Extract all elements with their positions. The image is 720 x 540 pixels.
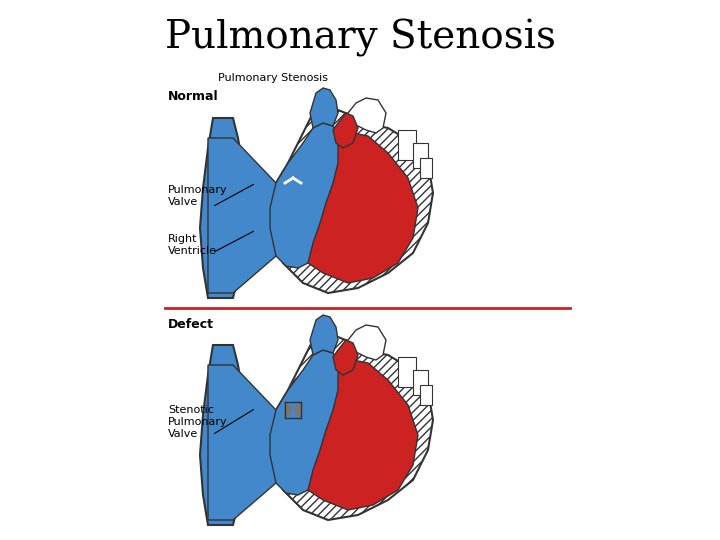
Polygon shape (398, 357, 416, 387)
Polygon shape (308, 133, 418, 283)
Polygon shape (420, 158, 432, 178)
Polygon shape (270, 123, 348, 268)
Polygon shape (208, 365, 276, 520)
Polygon shape (413, 143, 428, 168)
Polygon shape (270, 350, 348, 495)
Text: Right
Ventricle: Right Ventricle (168, 234, 217, 256)
Text: Pulmonary Stenosis: Pulmonary Stenosis (218, 73, 328, 83)
Polygon shape (413, 370, 428, 395)
Text: Defect: Defect (168, 318, 214, 331)
Polygon shape (200, 118, 246, 298)
Text: Stenotic
Pulmonary
Valve: Stenotic Pulmonary Valve (168, 406, 228, 438)
Polygon shape (420, 385, 432, 405)
Polygon shape (333, 113, 358, 148)
Text: Normal: Normal (168, 90, 219, 103)
Polygon shape (310, 88, 338, 128)
Polygon shape (398, 130, 416, 160)
Polygon shape (343, 325, 386, 360)
Polygon shape (270, 108, 433, 293)
Polygon shape (308, 360, 418, 510)
Polygon shape (208, 138, 276, 293)
Polygon shape (333, 340, 358, 375)
Polygon shape (270, 335, 433, 520)
Polygon shape (285, 402, 291, 418)
Polygon shape (343, 98, 386, 133)
Polygon shape (310, 315, 338, 355)
Text: Pulmonary Stenosis: Pulmonary Stenosis (165, 19, 555, 57)
Polygon shape (295, 402, 301, 418)
Polygon shape (200, 345, 246, 525)
Text: Pulmonary
Valve: Pulmonary Valve (168, 185, 228, 207)
